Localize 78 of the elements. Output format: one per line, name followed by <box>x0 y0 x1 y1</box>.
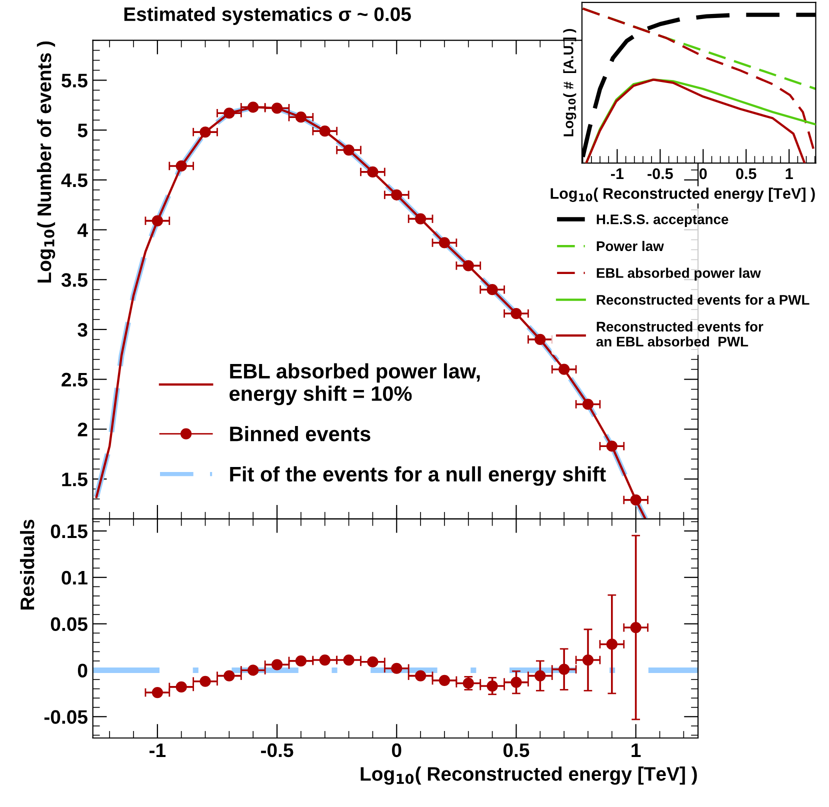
point <box>558 664 570 675</box>
y-tick-label: 3.5 <box>61 273 88 287</box>
x-tick-label: -0.5 <box>648 168 673 180</box>
point <box>438 237 450 248</box>
y-tick-label: 1.5 <box>62 472 88 486</box>
point <box>367 656 378 668</box>
legend-label: EBL absorbed power law, energy shift = 10% <box>230 363 480 406</box>
point <box>606 638 618 650</box>
y-tick-label: 2 <box>78 422 88 436</box>
x-tick-label: 0 <box>392 743 402 758</box>
point <box>582 654 594 666</box>
point <box>367 166 378 178</box>
point <box>319 654 330 666</box>
y-tick-label: 0.15 <box>50 524 88 538</box>
y-axis-title: Log$_{10}$( # [A.U.] ) <box>563 28 576 136</box>
point <box>414 213 426 224</box>
y-tick-label: 5.5 <box>62 74 88 88</box>
y-tick-label: 3 <box>78 322 88 337</box>
y-axis-title: Residuals <box>20 520 34 610</box>
point <box>271 659 283 670</box>
point <box>391 662 402 674</box>
point <box>582 398 594 410</box>
x-tick-label: 0.5 <box>503 743 530 758</box>
x-tick-label: 0.5 <box>736 168 756 180</box>
y-tick-label: -0.05 <box>44 710 88 724</box>
point <box>176 160 187 172</box>
legend-label: H.E.S.S. acceptance <box>596 214 728 228</box>
point <box>295 655 307 666</box>
y-tick-label: 0.1 <box>62 570 88 585</box>
point <box>510 308 522 320</box>
y-tick-label: 5 <box>78 124 88 138</box>
y-tick-label: 2.5 <box>62 372 88 387</box>
x-tick-label: -1 <box>150 744 166 757</box>
x-axis-title: Log$_{10}$( Reconstructed energy [TeV] ) <box>550 188 815 202</box>
y-tick-label: 4 <box>77 223 88 237</box>
point <box>630 622 642 634</box>
point <box>200 126 211 138</box>
point <box>558 364 570 375</box>
point <box>248 102 259 113</box>
x-tick-label: -0.5 <box>261 743 294 758</box>
x-tick-label: -1 <box>611 168 624 179</box>
point <box>606 440 618 452</box>
x-tick-label: 0 <box>700 168 707 180</box>
point <box>462 260 474 272</box>
point <box>391 189 402 200</box>
legend-label: EBL absorbed power law <box>596 268 761 281</box>
legend-label: Fit of the events for a null energy shift <box>230 466 606 486</box>
y-tick-label: 0.05 <box>50 617 88 632</box>
legend-label: Power law <box>596 240 664 252</box>
point <box>295 112 307 123</box>
point <box>200 676 211 687</box>
legend-label: Binned events <box>230 426 370 442</box>
x-tick-label: 1 <box>786 168 793 179</box>
point <box>630 494 642 506</box>
point <box>486 284 498 296</box>
y-tick-label: 0 <box>78 664 88 678</box>
point <box>510 676 522 688</box>
y-tick-label: 4.5 <box>61 174 88 188</box>
x-axis-title: Log$_{10}$( Reconstructed energy [TeV] ) <box>360 766 697 785</box>
y-axis-title: Log$_{10}$( Number of events ) <box>36 41 56 282</box>
point <box>271 102 283 114</box>
point <box>534 334 546 345</box>
point <box>486 680 498 692</box>
point <box>343 654 354 666</box>
x-tick-label: 1 <box>632 744 641 757</box>
point <box>224 670 235 682</box>
point <box>414 670 426 682</box>
legend-label: Reconstructed events for a PWL <box>596 294 810 305</box>
point <box>343 144 354 156</box>
point <box>152 686 163 698</box>
point <box>534 670 546 682</box>
point <box>319 126 330 137</box>
legend-label: Reconstructed events for an EBL absorbed PWL <box>596 321 764 347</box>
point <box>248 664 259 676</box>
point <box>224 108 235 119</box>
point <box>152 215 163 226</box>
chart-title: Estimated systematics σ ~ 0.05 <box>124 6 411 25</box>
point <box>176 681 187 692</box>
